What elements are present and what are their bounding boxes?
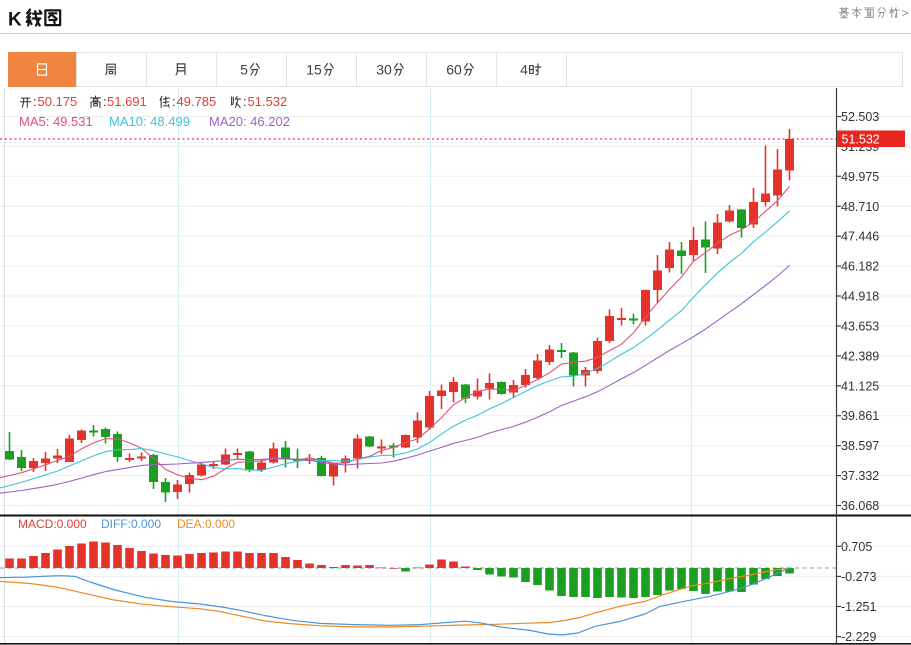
- svg-text:30: 30: [376, 62, 392, 78]
- svg-text:42.389: 42.389: [841, 349, 879, 363]
- svg-text::: :: [103, 94, 107, 109]
- svg-text:0.705: 0.705: [841, 540, 872, 554]
- svg-text:52.503: 52.503: [841, 110, 879, 124]
- svg-text:-0.273: -0.273: [841, 570, 876, 584]
- svg-text::: :: [243, 94, 247, 109]
- svg-text:43.653: 43.653: [841, 320, 879, 334]
- svg-text:41.125: 41.125: [841, 379, 879, 393]
- svg-text:>: >: [902, 6, 909, 20]
- svg-text:K: K: [8, 10, 22, 31]
- svg-text:-1.251: -1.251: [841, 600, 876, 614]
- svg-text:39.861: 39.861: [841, 409, 879, 423]
- svg-text:47.446: 47.446: [841, 230, 879, 244]
- svg-text:44.918: 44.918: [841, 290, 879, 304]
- svg-text:-2.229: -2.229: [841, 630, 876, 644]
- svg-text:51.532: 51.532: [842, 133, 880, 147]
- svg-text:49.785: 49.785: [177, 94, 217, 109]
- svg-text:15: 15: [306, 62, 322, 78]
- svg-text:37.332: 37.332: [841, 469, 879, 483]
- svg-text:MA20: 46.202: MA20: 46.202: [209, 114, 290, 129]
- svg-text:DIFF:0.000: DIFF:0.000: [101, 517, 161, 531]
- svg-text:51.691: 51.691: [107, 94, 147, 109]
- svg-text:49.975: 49.975: [841, 170, 879, 184]
- svg-text:38.597: 38.597: [841, 439, 879, 453]
- svg-text:48.710: 48.710: [841, 200, 879, 214]
- svg-text:MA10: 48.499: MA10: 48.499: [109, 114, 190, 129]
- svg-text:50.175: 50.175: [38, 94, 78, 109]
- svg-text::: :: [33, 94, 37, 109]
- svg-text:MA5: 49.531: MA5: 49.531: [19, 114, 93, 129]
- svg-text:51.532: 51.532: [248, 94, 288, 109]
- svg-text:5: 5: [240, 62, 248, 78]
- svg-text:36.068: 36.068: [841, 499, 879, 513]
- svg-text:46.182: 46.182: [841, 260, 879, 274]
- svg-text:4: 4: [520, 62, 528, 78]
- svg-text:60: 60: [446, 62, 462, 78]
- svg-text:DEA:0.000: DEA:0.000: [177, 517, 235, 531]
- svg-text:MACD:0.000: MACD:0.000: [18, 517, 87, 531]
- svg-text::: :: [172, 94, 176, 109]
